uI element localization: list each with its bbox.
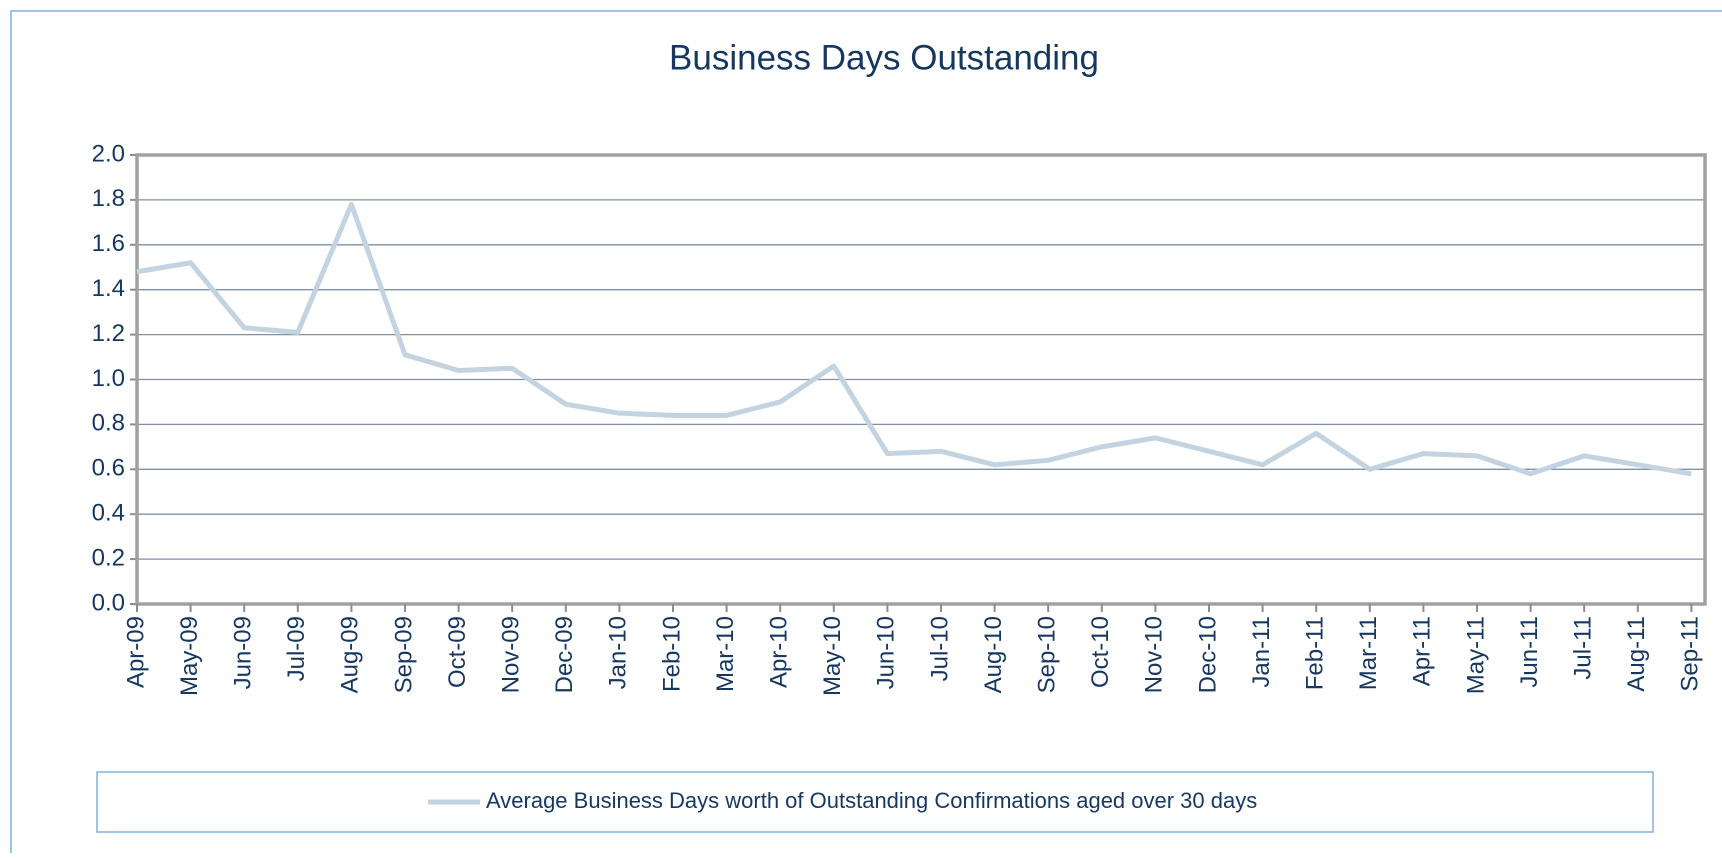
y-tick-label: 1.2 (92, 320, 125, 347)
x-tick-label: Sep-10 (1034, 616, 1061, 693)
y-tick-label: 2.0 (92, 140, 125, 167)
legend-box (96, 771, 1654, 833)
y-tick-label: 0.2 (92, 544, 125, 571)
x-tick-label: Apr-09 (122, 616, 149, 688)
x-tick-label: Aug-11 (1623, 616, 1650, 692)
x-tick-label: Jul-10 (926, 616, 953, 681)
legend-label: Average Business Days worth of Outstandi… (486, 788, 1257, 813)
x-tick-label: Jun-11 (1516, 616, 1543, 688)
x-tick-label: Feb-10 (658, 616, 685, 692)
y-tick-label: 0.6 (92, 455, 125, 482)
y-tick-label: 1.4 (92, 275, 125, 302)
x-tick-label: Jun-09 (230, 616, 257, 689)
y-tick-label: 1.0 (92, 365, 125, 392)
x-tick-label: Nov-10 (1141, 616, 1168, 693)
x-tick-label: Oct-09 (444, 616, 471, 688)
y-tick-label: 1.8 (92, 185, 125, 212)
x-tick-label: Jul-09 (283, 616, 310, 681)
x-tick-label: Jan-10 (605, 616, 632, 689)
x-tick-label: Jan-11 (1248, 616, 1275, 688)
x-tick-label: Feb-11 (1302, 616, 1329, 690)
x-tick-label: Apr-10 (766, 616, 793, 688)
x-tick-label: Nov-09 (498, 616, 525, 693)
x-tick-label: Jun-10 (873, 616, 900, 689)
x-tick-label: Oct-10 (1087, 616, 1114, 688)
chart-border (10, 10, 1722, 858)
chart-title: Business Days Outstanding (669, 38, 1099, 77)
x-tick-label: Mar-10 (712, 616, 739, 692)
y-tick-label: 0.8 (92, 410, 125, 437)
x-tick-label: Jul-11 (1570, 616, 1597, 680)
x-tick-label: May-11 (1462, 616, 1489, 694)
x-tick-label: Aug-09 (337, 616, 364, 693)
x-tick-label: May-10 (819, 616, 846, 696)
plot-border (135, 153, 1707, 606)
x-tick-label: Dec-09 (551, 616, 578, 693)
x-tick-label: Sep-09 (390, 616, 417, 693)
series-line (136, 201, 1692, 477)
x-tick-label: Apr-11 (1409, 616, 1436, 686)
y-tick-label: 1.6 (92, 230, 125, 257)
x-tick-label: Dec-10 (1194, 616, 1221, 693)
y-tick-label: 0.4 (92, 500, 125, 527)
x-tick-label: Sep-11 (1677, 616, 1704, 692)
x-tick-label: Mar-11 (1355, 616, 1382, 690)
y-tick-label: 0.0 (92, 589, 125, 616)
x-tick-label: May-09 (176, 616, 203, 696)
x-tick-label: Aug-10 (980, 616, 1007, 693)
